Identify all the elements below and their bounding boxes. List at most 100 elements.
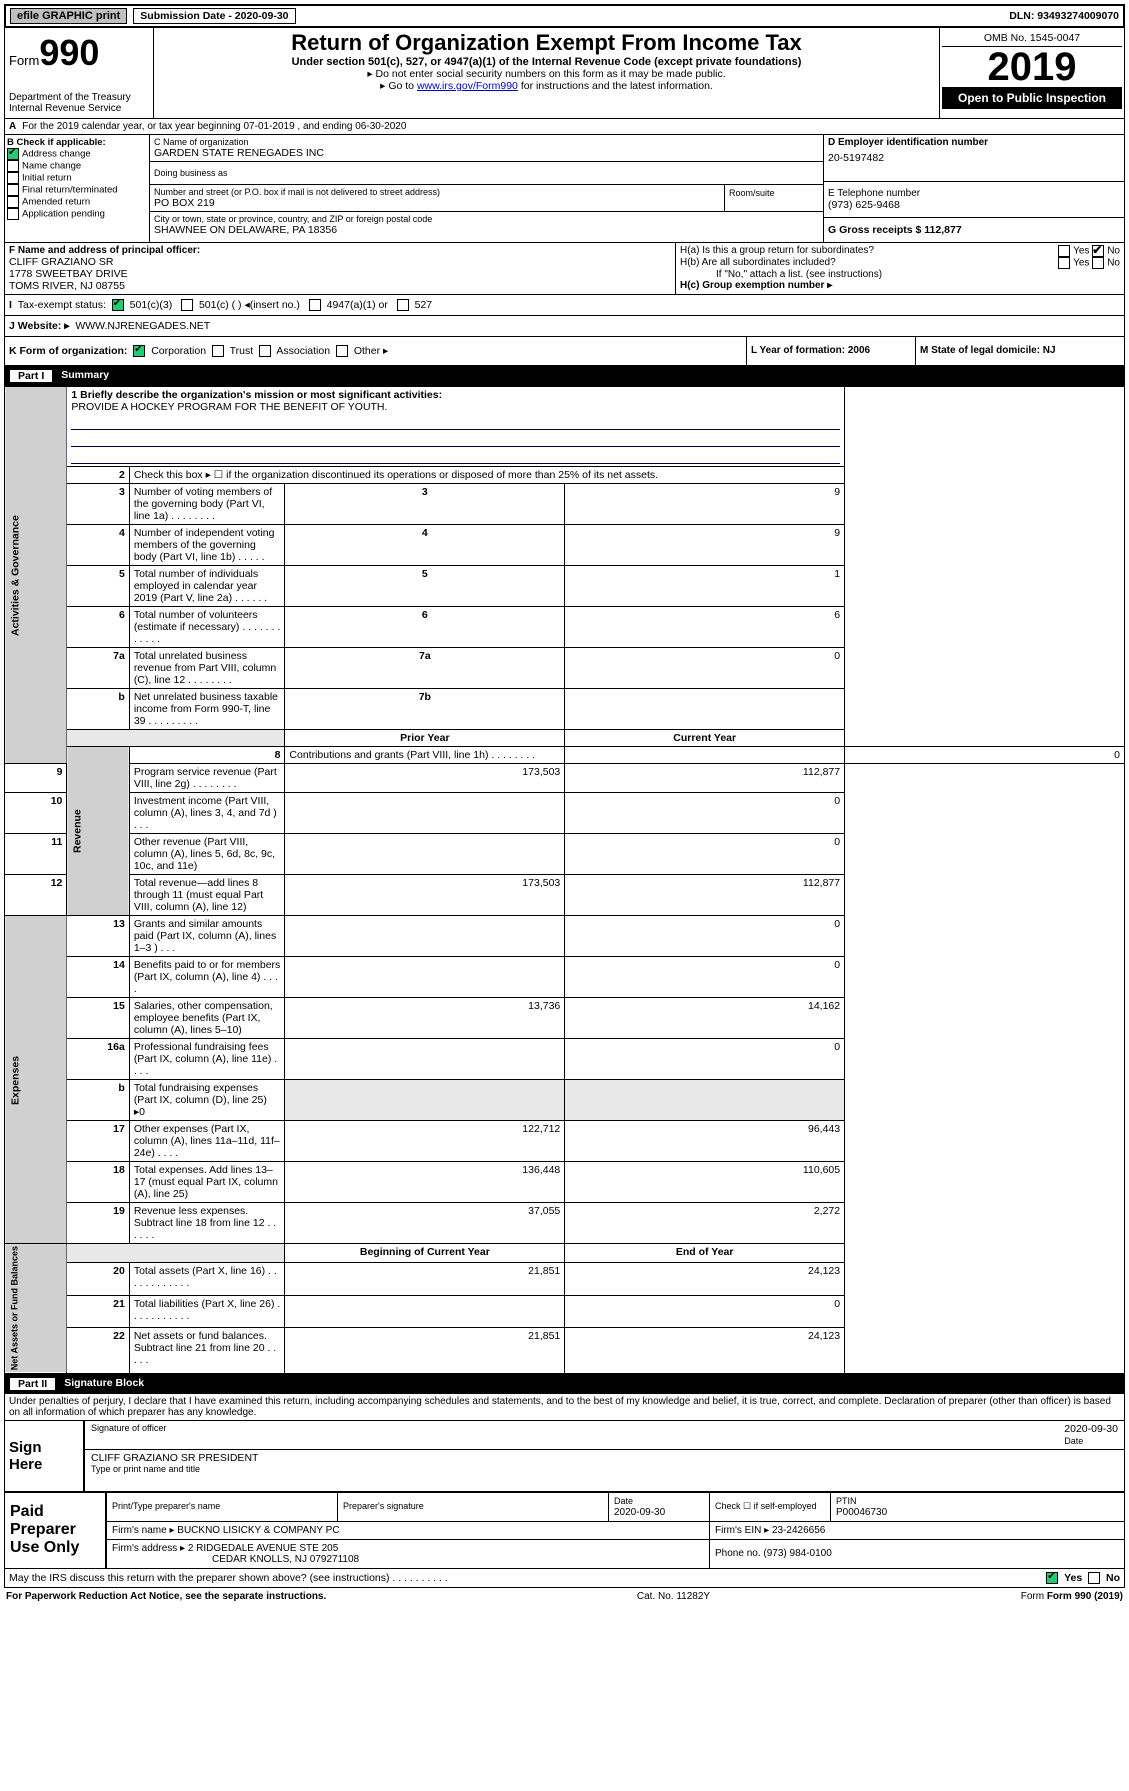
dept-treasury: Department of the Treasury Internal Reve… — [9, 92, 149, 114]
irs-link[interactable]: www.irs.gov/Form990 — [417, 80, 518, 92]
tax-year: 2019 — [942, 47, 1122, 87]
org-address: PO BOX 219 — [154, 197, 720, 209]
officer-addr1: 1778 SWEETBAY DRIVE — [9, 268, 671, 280]
section-d-e-g: D Employer identification number 20-5197… — [823, 135, 1124, 242]
form-note-1: ▸ Do not enter social security numbers o… — [156, 68, 937, 80]
table-row: bTotal fundraising expenses (Part IX, co… — [5, 1080, 1125, 1121]
section-h: H(a) Is this a group return for subordin… — [676, 243, 1124, 294]
form-title: Return of Organization Exempt From Incom… — [156, 30, 937, 56]
officer-name: CLIFF GRAZIANO SR — [9, 256, 671, 268]
state-of-domicile: M State of legal domicile: NJ — [915, 337, 1124, 365]
vlabel-expenses: Expenses — [5, 916, 67, 1244]
table-row: 21Total liabilities (Part X, line 26) . … — [5, 1295, 1125, 1327]
table-row: 17Other expenses (Part IX, column (A), l… — [5, 1121, 1125, 1162]
org-name: GARDEN STATE RENEGADES INC — [154, 147, 819, 159]
section-b: B Check if applicable: Address change Na… — [5, 135, 150, 242]
table-row: 12Total revenue—add lines 8 through 11 (… — [5, 875, 1125, 916]
firm-addr1: 2 RIDGEDALE AVENUE STE 205 — [188, 1543, 338, 1554]
check-final-return[interactable] — [7, 184, 19, 196]
org-city: SHAWNEE ON DELAWARE, PA 18356 — [154, 224, 819, 236]
form-990-label: Form990 — [9, 32, 149, 74]
table-row: 15Salaries, other compensation, employee… — [5, 998, 1125, 1039]
vlabel-governance: Activities & Governance — [5, 387, 67, 764]
check-initial-return[interactable] — [7, 172, 19, 184]
tax-period-row: AFor the 2019 calendar year, or tax year… — [4, 119, 1125, 135]
check-name-change[interactable] — [7, 160, 19, 172]
check-amended-return[interactable] — [7, 196, 19, 208]
table-row: 19Revenue less expenses. Subtract line 1… — [5, 1203, 1125, 1244]
officer-addr2: TOMS RIVER, NJ 08755 — [9, 280, 671, 292]
paid-preparer-table: Paid Preparer Use Only Print/Type prepar… — [4, 1492, 1125, 1569]
section-k-l-m: K Form of organization: Corporation Trus… — [4, 337, 1125, 366]
discuss-no[interactable] — [1088, 1572, 1100, 1584]
form-org-corp[interactable] — [133, 345, 145, 357]
ein-value: 20-5197482 — [828, 152, 1120, 164]
section-j: J Website: ▸ WWW.NJRENEGADES.NET — [4, 316, 1125, 337]
form-org-other[interactable] — [336, 345, 348, 357]
tax-status-501c[interactable] — [181, 299, 193, 311]
h-b-yes[interactable] — [1058, 257, 1070, 269]
table-row: 16aProfessional fundraising fees (Part I… — [5, 1039, 1125, 1080]
open-to-public: Open to Public Inspection — [942, 87, 1122, 109]
form-org-assoc[interactable] — [259, 345, 271, 357]
table-row: 14Benefits paid to or for members (Part … — [5, 957, 1125, 998]
paid-preparer-label: Paid Preparer Use Only — [5, 1492, 107, 1568]
tax-status-501c3[interactable] — [112, 299, 124, 311]
firm-phone: (973) 984-0100 — [763, 1548, 831, 1559]
ptin-value: P00046730 — [836, 1507, 887, 1518]
firm-ein: 23-2426656 — [772, 1525, 825, 1536]
footer: For Paperwork Reduction Act Notice, see … — [4, 1588, 1125, 1605]
table-row: bNet unrelated business taxable income f… — [5, 689, 1125, 730]
table-row: 22Net assets or fund balances. Subtract … — [5, 1327, 1125, 1373]
declaration-text: Under penalties of perjury, I declare th… — [4, 1394, 1125, 1421]
table-row: 9Program service revenue (Part VIII, lin… — [5, 764, 1125, 793]
mission-text: PROVIDE A HOCKEY PROGRAM FOR THE BENEFIT… — [71, 401, 840, 413]
firm-name: BUCKNO LISICKY & COMPANY PC — [177, 1525, 339, 1536]
check-address-change[interactable] — [7, 148, 19, 160]
table-row: 6Total number of volunteers (estimate if… — [5, 607, 1125, 648]
form-subtitle: Under section 501(c), 527, or 4947(a)(1)… — [156, 56, 937, 68]
phone-value: (973) 625-9468 — [828, 199, 1120, 211]
form-note-2: ▸ Go to www.irs.gov/Form990 for instruct… — [156, 80, 937, 92]
section-i: I Tax-exempt status: 501(c)(3) 501(c) ( … — [4, 295, 1125, 316]
part-ii-header: Part II Signature Block — [4, 1374, 1125, 1394]
submission-date: Submission Date - 2020-09-30 — [133, 8, 295, 24]
part-i-header: Part I Summary — [4, 366, 1125, 386]
efile-print-button[interactable]: efile GRAPHIC print — [10, 8, 127, 24]
tax-status-527[interactable] — [397, 299, 409, 311]
gross-receipts: G Gross receipts $ 112,877 — [828, 224, 1120, 236]
officer-printed-name: CLIFF GRAZIANO SR PRESIDENT — [91, 1452, 1118, 1464]
table-row: 5Total number of individuals employed in… — [5, 566, 1125, 607]
website-value: WWW.NJRENEGADES.NET — [75, 320, 210, 332]
dln-label: DLN: 93493274009070 — [1009, 10, 1119, 22]
table-row: 10Investment income (Part VIII, column (… — [5, 793, 1125, 834]
table-row: 20Total assets (Part X, line 16) . . . .… — [5, 1263, 1125, 1295]
discuss-row: May the IRS discuss this return with the… — [4, 1569, 1125, 1588]
section-b-c-d: B Check if applicable: Address change Na… — [4, 135, 1125, 243]
form-org-trust[interactable] — [212, 345, 224, 357]
year-of-formation: L Year of formation: 2006 — [746, 337, 915, 365]
h-a-yes[interactable] — [1058, 245, 1070, 257]
table-row: 18Total expenses. Add lines 13–17 (must … — [5, 1162, 1125, 1203]
h-a-no[interactable] — [1092, 245, 1104, 257]
sig-date: 2020-09-30 — [1064, 1423, 1118, 1435]
table-row: 4Number of independent voting members of… — [5, 525, 1125, 566]
table-row: 3Number of voting members of the governi… — [5, 484, 1125, 525]
preparer-date: 2020-09-30 — [614, 1507, 665, 1518]
check-app-pending[interactable] — [7, 208, 19, 220]
h-b-no[interactable] — [1092, 257, 1104, 269]
vlabel-revenue: Revenue — [67, 747, 129, 916]
section-f-h: F Name and address of principal officer:… — [4, 243, 1125, 295]
top-bar: efile GRAPHIC print Submission Date - 20… — [4, 4, 1125, 28]
part-i-table: Activities & Governance 1 Briefly descri… — [4, 386, 1125, 1373]
table-row: 11Other revenue (Part VIII, column (A), … — [5, 834, 1125, 875]
table-row: 7aTotal unrelated business revenue from … — [5, 648, 1125, 689]
section-c: C Name of organization GARDEN STATE RENE… — [150, 135, 823, 242]
sign-here-label: Sign Here — [5, 1421, 83, 1491]
tax-status-4947[interactable] — [309, 299, 321, 311]
discuss-yes[interactable] — [1046, 1572, 1058, 1584]
signature-block: Sign Here Signature of officer 2020-09-3… — [4, 1421, 1125, 1492]
vlabel-net-assets: Net Assets or Fund Balances — [5, 1244, 67, 1373]
form-header: Form990 Department of the Treasury Inter… — [4, 28, 1125, 119]
firm-addr2: CEDAR KNOLLS, NJ 079271108 — [212, 1554, 359, 1565]
